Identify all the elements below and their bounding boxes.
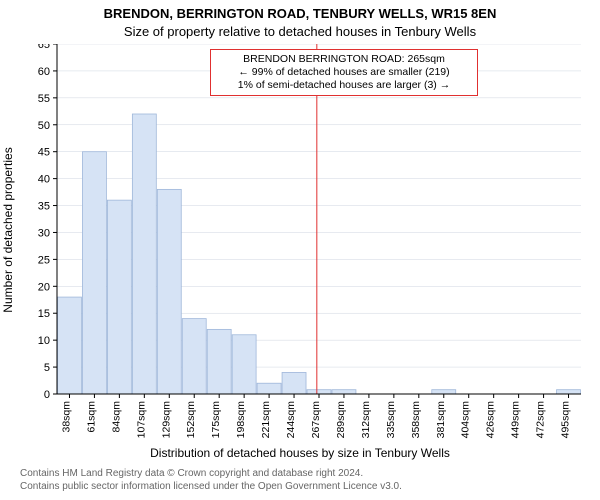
svg-text:25: 25 (38, 254, 50, 266)
svg-text:107sqm: 107sqm (135, 401, 147, 439)
svg-text:20: 20 (38, 281, 50, 293)
svg-text:267sqm: 267sqm (310, 401, 322, 439)
svg-text:198sqm: 198sqm (235, 401, 247, 439)
svg-text:404sqm: 404sqm (460, 401, 472, 439)
annotation-line3: 1% of semi-detached houses are larger (3… (217, 79, 471, 92)
attribution-line2: Contains public sector information licen… (20, 481, 402, 492)
x-axis-label: Distribution of detached houses by size … (0, 446, 600, 460)
histogram-bar (207, 329, 231, 394)
histogram-bar (332, 390, 356, 394)
svg-text:84sqm: 84sqm (110, 401, 122, 433)
svg-text:244sqm: 244sqm (285, 401, 297, 439)
svg-text:495sqm: 495sqm (560, 401, 572, 439)
histogram-bar (182, 319, 206, 394)
chart-title-line2: Size of property relative to detached ho… (0, 24, 600, 39)
annotation-line2: ← 99% of detached houses are smaller (21… (217, 66, 471, 79)
histogram-bar (557, 390, 581, 394)
svg-text:38sqm: 38sqm (60, 401, 72, 433)
svg-text:65: 65 (38, 44, 50, 51)
svg-text:312sqm: 312sqm (360, 401, 372, 439)
svg-text:426sqm: 426sqm (485, 401, 497, 439)
chart-container: BRENDON, BERRINGTON ROAD, TENBURY WELLS,… (0, 0, 600, 500)
svg-text:40: 40 (38, 174, 50, 186)
svg-text:289sqm: 289sqm (335, 401, 347, 439)
svg-text:30: 30 (38, 227, 50, 239)
svg-text:61sqm: 61sqm (85, 401, 97, 433)
annotation-line1: BRENDON BERRINGTON ROAD: 265sqm (217, 53, 471, 66)
histogram-bar (58, 297, 82, 394)
histogram-bar (157, 189, 181, 394)
svg-text:335sqm: 335sqm (385, 401, 397, 439)
svg-text:60: 60 (38, 66, 50, 78)
svg-text:15: 15 (38, 308, 50, 320)
histogram-bar (82, 152, 106, 394)
svg-text:152sqm: 152sqm (185, 401, 197, 439)
histogram-plot: 0 5 10 15 20 25 30 35 40 45 50 55 60 65 38sqm 61sqm 84sq… (0, 44, 596, 444)
svg-text:5: 5 (44, 362, 50, 374)
histogram-bar (307, 390, 331, 394)
histogram-bar (132, 114, 156, 394)
histogram-bar (432, 390, 456, 394)
attribution-line1: Contains HM Land Registry data © Crown c… (20, 468, 363, 479)
svg-text:381sqm: 381sqm (435, 401, 447, 439)
svg-text:449sqm: 449sqm (510, 401, 522, 439)
histogram-bar (232, 335, 256, 394)
svg-text:358sqm: 358sqm (410, 401, 422, 439)
chart-title-line1: BRENDON, BERRINGTON ROAD, TENBURY WELLS,… (0, 6, 600, 21)
svg-text:35: 35 (38, 201, 50, 213)
svg-text:10: 10 (38, 335, 50, 347)
svg-text:129sqm: 129sqm (160, 401, 172, 439)
svg-text:0: 0 (44, 389, 50, 401)
histogram-bar (282, 372, 306, 394)
svg-text:221sqm: 221sqm (260, 401, 272, 439)
histogram-bar (257, 383, 281, 394)
svg-text:50: 50 (38, 120, 50, 132)
histogram-bar (107, 200, 131, 394)
svg-text:55: 55 (38, 93, 50, 105)
svg-text:45: 45 (38, 147, 50, 159)
svg-text:175sqm: 175sqm (210, 401, 222, 439)
svg-text:472sqm: 472sqm (535, 401, 547, 439)
annotation-box: BRENDON BERRINGTON ROAD: 265sqm ← 99% of… (210, 49, 478, 96)
